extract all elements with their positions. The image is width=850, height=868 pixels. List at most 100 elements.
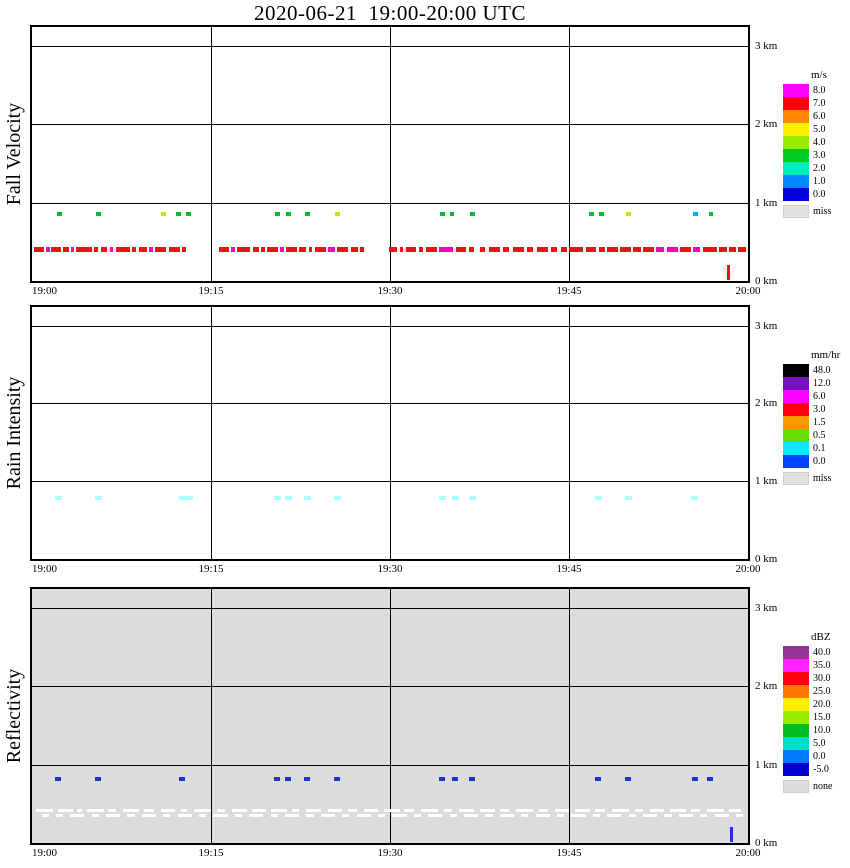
data-point: [54, 496, 62, 501]
x-tick-label: 19:00: [32, 285, 58, 297]
figure-title: 2020-06-21 19:00-20:00 UTC: [254, 1, 526, 25]
legend-label: 4.0: [813, 137, 826, 148]
data-segment: [418, 247, 424, 253]
data-segment: [337, 247, 349, 253]
data-segment: [132, 247, 136, 253]
legend-label: 25.0: [813, 686, 831, 697]
legend-entry: 7.0: [783, 97, 849, 110]
panel-fall-velocity: Fall Velocity 3 km 2 km 1 km 0 km 19:00 19:1…: [0, 25, 850, 297]
x-tick-label: 20:00: [735, 847, 761, 859]
data-segment: [342, 814, 350, 818]
legend-entry: 40.0: [783, 646, 849, 659]
legend-label: miss: [813, 206, 832, 217]
y-tick-label: 2 km: [755, 397, 778, 410]
data-segment: [650, 808, 665, 812]
data-segment: [719, 247, 727, 253]
data-segment: [231, 247, 235, 253]
data-segment: [620, 247, 632, 253]
legend-swatch: [783, 136, 809, 149]
gridline-horizontal: [32, 481, 748, 483]
data-segment: [551, 247, 558, 253]
legend-title: mm/hr: [811, 349, 841, 361]
data-segment: [94, 247, 98, 253]
data-segment: [163, 814, 171, 818]
legend-entry: 12.0: [783, 377, 849, 390]
panel-rain-intensity: Rain Intensity 3 km 2 km 1 km 0 km 19:00 19:…: [0, 305, 850, 575]
x-axis-ticks: 19:00 19:15 19:30 19:45 20:00: [32, 847, 761, 861]
data-point: [275, 212, 281, 217]
data-segment: [489, 247, 500, 253]
data-point: [452, 776, 458, 781]
legend-label: 2.0: [813, 163, 826, 174]
y-tick-label: 1 km: [755, 475, 778, 488]
gridline-vertical: [569, 27, 570, 281]
data-point: [625, 496, 633, 501]
data-point: [57, 212, 62, 217]
gridline-horizontal: [32, 325, 748, 327]
x-tick-label: 19:30: [377, 563, 403, 575]
data-segment: [308, 247, 313, 253]
data-point: [625, 776, 632, 781]
data-segment: [421, 808, 438, 812]
legend-entry: 1.0: [783, 175, 849, 188]
gridline-vertical: [569, 589, 570, 843]
data-segment: [86, 808, 104, 812]
legend-swatch: [783, 403, 809, 416]
data-segment: [76, 247, 92, 253]
gridline-vertical: [569, 307, 570, 559]
data-segment: [314, 247, 326, 253]
data-segment: [194, 808, 211, 812]
data-point: [274, 496, 282, 501]
data-segment: [327, 247, 336, 253]
legend-swatch: [783, 737, 809, 750]
data-point: [185, 496, 194, 501]
legend-label: 30.0: [813, 673, 831, 684]
data-point: [449, 212, 455, 217]
data-segment: [628, 814, 636, 818]
corner-tick: [726, 265, 730, 280]
legend-swatch: [783, 205, 809, 218]
data-segment: [425, 247, 437, 253]
plot-area-reflectivity: [30, 587, 750, 845]
data-point: [54, 776, 61, 781]
plot-area-rain-intensity: [30, 305, 750, 561]
legend-entry: 5.0: [783, 123, 849, 136]
data-segment: [216, 808, 226, 812]
legend-label: 10.0: [813, 725, 831, 736]
data-point: [286, 212, 291, 217]
gridline-vertical: [390, 307, 391, 559]
data-segment: [585, 247, 597, 253]
legend-entry: 3.0: [783, 403, 849, 416]
data-segment: [306, 808, 321, 812]
data-segment: [280, 247, 284, 253]
data-point: [178, 776, 185, 781]
data-segment: [320, 814, 336, 818]
x-axis-ticks: 19:00 19:15 19:30 19:45 20:00: [32, 563, 761, 577]
data-segment: [58, 808, 73, 812]
data-segment: [35, 808, 54, 812]
legend-label: 5.0: [813, 124, 826, 135]
data-point: [95, 776, 102, 781]
legend-label: 7.0: [813, 98, 826, 109]
data-segment: [270, 808, 288, 812]
legend-entry: 3.0: [783, 149, 849, 162]
legend-swatch: [783, 188, 809, 201]
data-segment: [199, 814, 207, 818]
x-tick-label: 19:15: [198, 563, 224, 575]
data-point: [304, 496, 312, 501]
x-tick-label: 19:15: [198, 847, 224, 859]
data-point: [96, 212, 102, 217]
data-segment: [736, 814, 744, 818]
data-segment: [714, 814, 729, 818]
data-segment: [270, 814, 278, 818]
data-segment: [261, 247, 265, 253]
data-segment: [557, 814, 565, 818]
data-segment: [71, 247, 74, 253]
data-segment: [503, 247, 510, 253]
data-segment: [512, 247, 524, 253]
legend-label: 6.0: [813, 111, 826, 122]
data-segment: [144, 808, 154, 812]
legend-label: 35.0: [813, 660, 831, 671]
legend-swatch: [783, 123, 809, 136]
data-segment: [598, 247, 605, 253]
